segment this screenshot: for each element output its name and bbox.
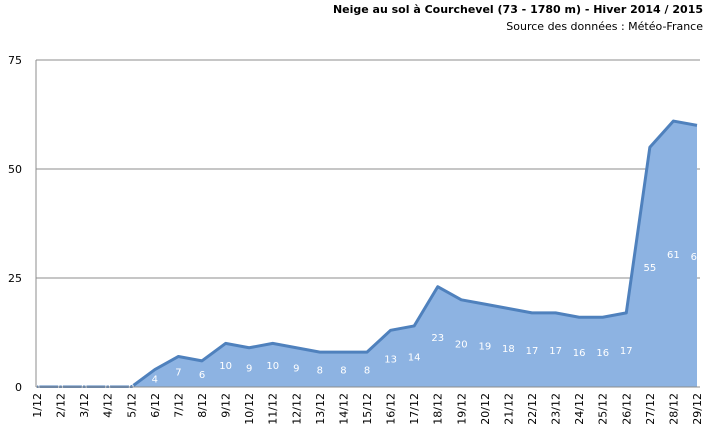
data-label: 9 bbox=[246, 363, 252, 374]
data-label: 10 bbox=[219, 361, 232, 372]
data-label: 8 bbox=[364, 366, 370, 377]
data-label: 17 bbox=[549, 346, 562, 357]
data-label: 0 bbox=[34, 383, 40, 394]
data-label: 23 bbox=[431, 333, 444, 344]
data-label: 16 bbox=[573, 348, 586, 359]
x-tick-label: 16/12 bbox=[385, 393, 398, 425]
x-tick-label: 2/12 bbox=[55, 393, 68, 418]
chart-title: Neige au sol à Courchevel (73 - 1780 m) … bbox=[333, 3, 703, 16]
x-tick-label: 11/12 bbox=[267, 393, 280, 425]
x-tick-label: 19/12 bbox=[455, 393, 468, 425]
x-tick-label: 21/12 bbox=[502, 393, 515, 425]
data-label: 8 bbox=[340, 366, 346, 377]
area bbox=[37, 121, 697, 387]
x-tick-label: 15/12 bbox=[361, 393, 374, 425]
x-tick-label: 13/12 bbox=[314, 393, 327, 425]
data-label: 4 bbox=[152, 374, 158, 385]
x-tick-label: 23/12 bbox=[550, 393, 563, 425]
data-label: 17 bbox=[620, 346, 633, 357]
x-tick-label: 8/12 bbox=[196, 393, 209, 418]
data-label: 19 bbox=[478, 342, 491, 353]
x-tick-label: 14/12 bbox=[337, 393, 350, 425]
data-label: 18 bbox=[502, 344, 515, 355]
data-label: 60 bbox=[691, 252, 704, 263]
data-label: 14 bbox=[408, 352, 421, 363]
data-label: 0 bbox=[128, 383, 134, 394]
data-label: 55 bbox=[643, 263, 656, 274]
plot-area: 0 0 0 0 0 4 7 6 10 9 10 9 8 8 8 13 14 23 20 19 18 17 17 16 16 17 5… bbox=[34, 59, 704, 394]
x-tick-label: 20/12 bbox=[479, 393, 492, 425]
x-tick-label: 27/12 bbox=[644, 393, 657, 425]
x-tick-label: 6/12 bbox=[149, 393, 162, 418]
data-label: 10 bbox=[266, 361, 279, 372]
data-label: 6 bbox=[199, 370, 205, 381]
x-tick-label: 25/12 bbox=[597, 393, 610, 425]
y-tick-label: 75 bbox=[8, 54, 22, 67]
x-tick-label: 12/12 bbox=[290, 393, 303, 425]
x-tick-label: 26/12 bbox=[620, 393, 633, 425]
area-line bbox=[37, 119, 698, 388]
y-tick-label: 0 bbox=[15, 381, 22, 394]
y-tick-label: 25 bbox=[8, 272, 22, 285]
x-tick-label: 7/12 bbox=[172, 393, 185, 418]
data-label: 17 bbox=[526, 346, 539, 357]
chart-subtitle: Source des données : Météo-France bbox=[506, 20, 703, 33]
x-tick-label: 9/12 bbox=[220, 393, 233, 418]
data-label: 8 bbox=[317, 366, 323, 377]
x-tick-label: 29/12 bbox=[691, 393, 704, 425]
data-label: 16 bbox=[596, 348, 609, 359]
data-label: 13 bbox=[384, 355, 397, 366]
data-label: 0 bbox=[57, 383, 63, 394]
x-tick-label: 17/12 bbox=[408, 393, 421, 425]
x-tick-label: 18/12 bbox=[432, 393, 445, 425]
x-tick-label: 1/12 bbox=[31, 393, 44, 418]
data-label: 0 bbox=[81, 383, 87, 394]
x-tick-label: 22/12 bbox=[526, 393, 539, 425]
x-tick-label: 10/12 bbox=[243, 393, 256, 425]
data-label: 7 bbox=[175, 368, 181, 379]
x-tick-label: 3/12 bbox=[78, 393, 91, 418]
data-label: 20 bbox=[455, 339, 468, 350]
x-tick-label: 28/12 bbox=[667, 393, 680, 425]
y-tick-label: 50 bbox=[8, 163, 22, 176]
x-tick-label: 5/12 bbox=[125, 393, 138, 418]
x-tick-label: 4/12 bbox=[102, 393, 115, 418]
data-label: 0 bbox=[105, 383, 111, 394]
data-label: 61 bbox=[667, 250, 680, 261]
data-label: 9 bbox=[293, 363, 299, 374]
x-tick-label: 24/12 bbox=[573, 393, 586, 425]
